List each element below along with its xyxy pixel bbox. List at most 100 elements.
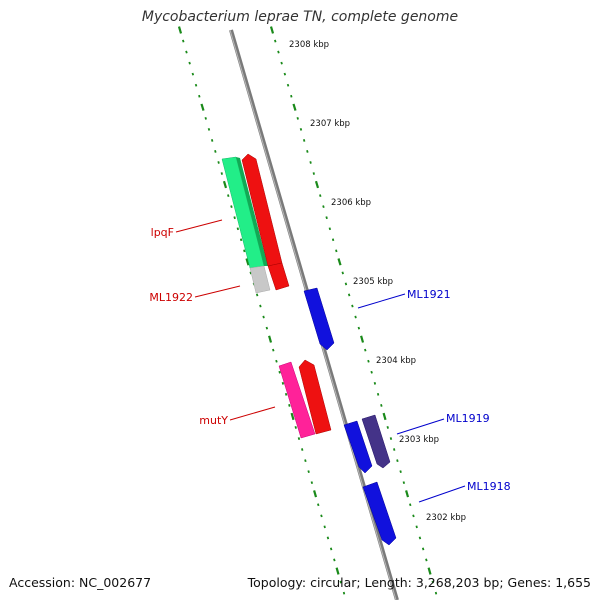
right-tick-track-tick [292, 103, 297, 111]
right-tick-track-tick [341, 271, 344, 275]
mutY-gene-arrow[interactable] [298, 359, 332, 435]
left-tick-track-tick [284, 392, 288, 396]
left-tick-track-tick [290, 412, 295, 421]
forward-strand-features [303, 287, 397, 546]
left-tick-track-tick [245, 258, 250, 266]
left-tick-track-tick [204, 116, 207, 120]
left-tick-track-tick [198, 94, 201, 98]
right-tick-track-tick [431, 580, 434, 584]
right-tick-track-tick [421, 547, 425, 551]
ML1921-gene-arrow[interactable] [303, 287, 335, 351]
right-tick-track-tick [306, 150, 309, 153]
left-tick-track-tick [200, 103, 205, 111]
right-tick-track-tick [331, 238, 335, 242]
left-tick-track-tick [255, 293, 259, 297]
left-tick-track-tick [220, 172, 223, 175]
right-tick-track-tick [325, 216, 328, 220]
right-tick-track-tick [370, 370, 373, 374]
left-tick-track-tick [297, 437, 301, 440]
right-tick-track-tick [402, 481, 406, 485]
left-tick-track-tick [342, 591, 346, 595]
left-tick-track-tick [259, 304, 262, 308]
kbp-label: 2303 kbp [399, 435, 439, 445]
left-tick-track-tick [262, 315, 265, 319]
left-tick-track-tick [194, 83, 198, 87]
ML1918-gene-arrow[interactable] [362, 481, 397, 546]
right-tick-track-tick [269, 26, 275, 34]
right-tick-track-tick [380, 404, 383, 407]
right-tick-track-tick [389, 437, 393, 440]
left-tick-track-tick [207, 127, 211, 131]
gene-label-lpqF[interactable]: lpqF [151, 226, 174, 239]
left-tick-track-tick [177, 26, 183, 34]
mutY-cds-bar[interactable] [278, 361, 316, 439]
left-tick-track-tick [313, 490, 318, 498]
left-tick-track-tick [188, 61, 191, 65]
left-tick-track-tick [272, 348, 275, 352]
left-tick-track-tick [243, 249, 246, 253]
right-tick-track-tick [322, 205, 325, 209]
right-tick-track-tick [360, 335, 365, 343]
right-tick-track-tick [405, 490, 410, 498]
gene-label-mutY[interactable]: mutY [199, 414, 228, 427]
right-tick-track-tick [299, 127, 303, 131]
ML1921-leader-line [357, 293, 406, 309]
right-tick-track-tick [364, 348, 367, 352]
right-tick-track-tick [344, 282, 348, 286]
left-tick-track-tick [191, 72, 195, 76]
right-tick-track-tick [351, 304, 354, 308]
right-tick-track-tick [418, 536, 422, 540]
ML1922-gene-arrow[interactable] [267, 262, 290, 291]
gene-label-ML1919[interactable]: ML1919 [446, 412, 490, 425]
left-tick-track-tick [182, 39, 185, 43]
right-tick-track-tick [376, 392, 380, 396]
right-tick-track-tick [347, 293, 351, 297]
gene-labels: lpqF ML1922 mutY ML1921 ML1919 ML1918 [149, 219, 511, 503]
kbp-label: 2305 kbp [353, 277, 393, 287]
left-tick-track-tick [288, 404, 291, 407]
right-tick-track-tick [409, 503, 412, 507]
ML1919-gene-arrow-b[interactable] [361, 414, 391, 469]
right-tick-track-tick [319, 194, 322, 198]
right-tick-track-tick [309, 161, 312, 164]
left-tick-track-tick [249, 271, 252, 275]
ML1922-cds-bar[interactable] [249, 265, 271, 294]
lpqF-cds-shadow [236, 157, 268, 266]
kbp-labels: 2308 kbp 2307 kbp 2306 kbp 2305 kbp 2304… [289, 40, 466, 523]
kbp-label: 2302 kbp [426, 513, 466, 523]
right-tick-track-tick [290, 94, 293, 98]
right-tick-track-tick [328, 227, 332, 231]
kbp-label: 2307 kbp [310, 119, 350, 129]
left-tick-track-tick [317, 503, 320, 507]
right-tick-track-tick [274, 39, 277, 43]
right-tick-track-tick [382, 412, 387, 421]
ML1918-leader-line [418, 485, 466, 503]
left-tick-track-tick [333, 558, 336, 562]
left-tick-track-tick [326, 536, 330, 540]
left-tick-track-tick [230, 205, 233, 209]
ML1919-gene-arrow-a[interactable] [343, 420, 373, 474]
right-tick-track-tick [367, 359, 370, 363]
right-tick-track-tick [393, 448, 396, 451]
left-tick-track-tick [335, 567, 340, 575]
left-tick-track-tick [307, 470, 310, 474]
lpqF-leader-line [175, 219, 223, 233]
gene-label-ML1922[interactable]: ML1922 [149, 291, 193, 304]
mutY-leader-line [229, 406, 276, 421]
lpqF-gene-arrow[interactable] [241, 153, 283, 267]
right-tick-track-tick [335, 249, 338, 253]
right-tick-track-tick [357, 326, 361, 330]
gene-label-ML1921[interactable]: ML1921 [407, 288, 451, 301]
gene-label-ML1918[interactable]: ML1918 [467, 480, 511, 493]
left-tick-track-tick [265, 326, 269, 330]
left-tick-track-tick [236, 227, 240, 231]
left-tick-track-tick [320, 514, 323, 518]
left-tick-track-tick [310, 481, 314, 485]
left-tick-track-tick [268, 335, 273, 343]
right-tick-track-tick [280, 61, 283, 65]
left-tick-track-tick [329, 547, 333, 551]
left-tick-track-tick [222, 180, 228, 189]
kbp-label: 2304 kbp [376, 356, 416, 366]
left-tick-track-tick [217, 161, 220, 164]
